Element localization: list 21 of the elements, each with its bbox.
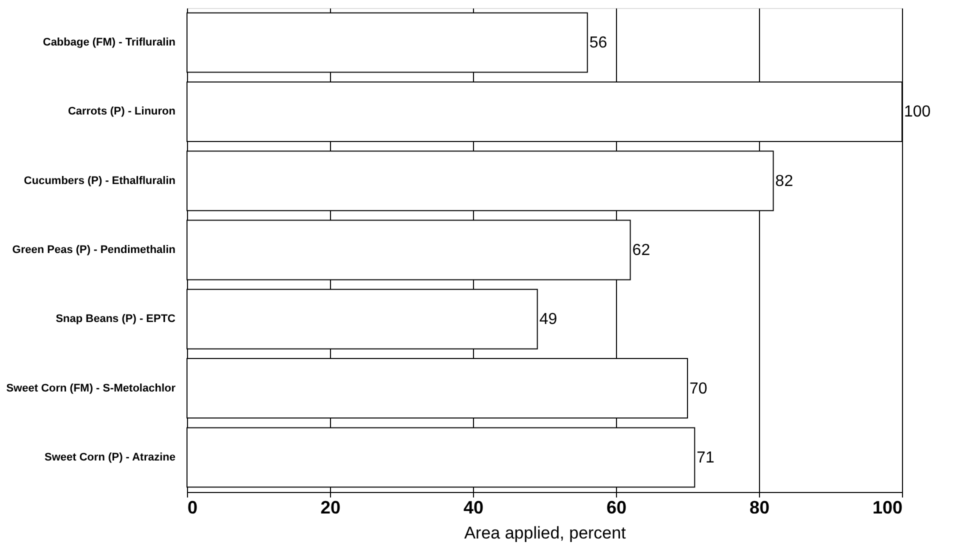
data-label: 70: [690, 380, 708, 398]
data-label: 82: [775, 172, 794, 190]
x-tick-label: 80: [749, 498, 770, 518]
x-tick-label: 0: [188, 498, 198, 518]
y-tick-label: Sweet Corn (FM) - S-Metolachlor: [6, 382, 176, 394]
x-tick-label: 20: [320, 498, 341, 518]
data-label: 49: [539, 311, 558, 328]
x-tick-label: 60: [606, 498, 627, 518]
data-label: 71: [696, 449, 715, 466]
y-tick-label: Green Peas (P) - Pendimethalin: [12, 244, 176, 256]
y-tick-label: Cabbage (FM) - Trifluralin: [42, 36, 176, 49]
x-tick-label: 100: [872, 498, 902, 518]
data-label: 56: [589, 34, 608, 52]
x-axis-title: Area applied, percent: [464, 524, 626, 542]
y-tick-label: Cucumbers (P) - Ethalfluralin: [24, 174, 176, 187]
x-tick-label: 40: [463, 498, 484, 518]
y-tick-label: Snap Beans (P) - EPTC: [56, 313, 176, 326]
y-tick-label: Sweet Corn (P) - Atrazine: [44, 451, 176, 464]
data-label: 62: [632, 242, 650, 259]
y-tick-label: Carrots (P) - Linuron: [68, 106, 176, 118]
data-label: 100: [904, 104, 931, 121]
